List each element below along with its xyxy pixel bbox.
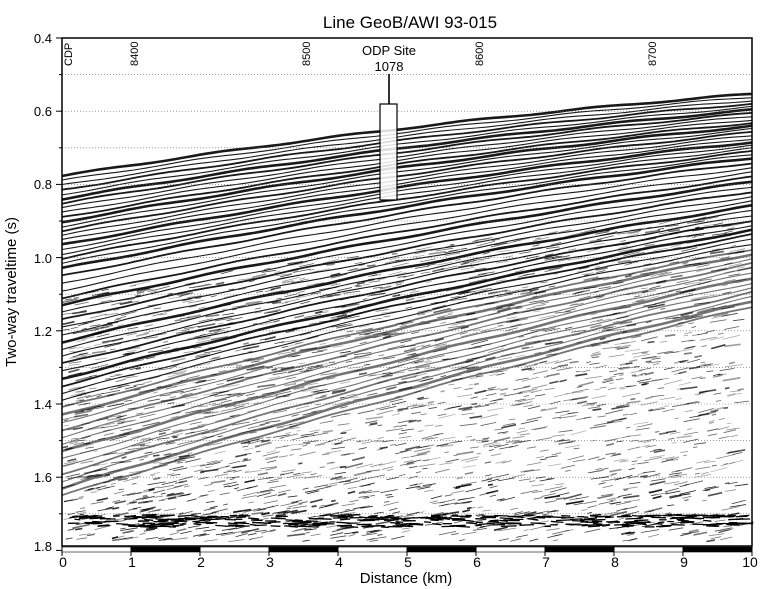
cdp-tick-label: 8500 <box>301 42 313 66</box>
x-tick-label: 6 <box>473 554 481 570</box>
y-tick-label: 1.6 <box>34 470 52 485</box>
y-axis: Two-way traveltime (s) 0.4 0.6 0.8 1.0 1… <box>3 31 62 554</box>
y-tick-label: 1.2 <box>34 324 52 339</box>
y-tick-label: 0.6 <box>34 104 52 119</box>
cdp-annotations: CDP 8400 8500 8600 8700 <box>63 42 659 66</box>
x-tick-label: 9 <box>680 554 688 570</box>
site-number-label: 1078 <box>375 59 404 74</box>
odp-site-marker: ODP Site 1078 <box>358 42 418 201</box>
seismic-section <box>61 38 754 546</box>
seismic-reflectors <box>61 92 753 497</box>
x-tick-label: 7 <box>542 554 550 570</box>
figure-title: Line GeoB/AWI 93-015 <box>323 13 497 32</box>
y-tick-label: 1.8 <box>34 539 52 554</box>
x-tick-label: 10 <box>742 554 758 570</box>
cdp-tick-label: 8600 <box>474 42 486 66</box>
cdp-label: CDP <box>63 43 75 66</box>
dotted-time-gridlines <box>62 74 752 515</box>
site-name-label: ODP Site <box>362 43 416 58</box>
y-axis-label: Two-way traveltime (s) <box>3 217 20 367</box>
distance-scale-bar <box>61 546 753 556</box>
y-tick-label: 0.8 <box>34 177 52 192</box>
x-tick-label: 5 <box>404 554 412 570</box>
site-location-box <box>379 103 398 201</box>
x-tick-label: 8 <box>611 554 619 570</box>
x-tick-label: 4 <box>335 554 343 570</box>
x-axis: 0 1 2 3 4 5 6 7 8 9 10 Distance (km) <box>59 546 758 587</box>
x-tick-label: 1 <box>128 554 136 570</box>
y-tick-label: 1.0 <box>34 251 52 266</box>
x-axis-label: Distance (km) <box>360 570 453 587</box>
site-label-background <box>358 42 418 74</box>
cdp-tick-label: 8400 <box>129 42 141 66</box>
cdp-tick-label: 8700 <box>647 42 659 66</box>
y-tick-label: 0.4 <box>34 31 52 46</box>
y-tick-marks <box>56 37 62 551</box>
x-tick-label: 3 <box>266 554 274 570</box>
y-tick-label: 1.4 <box>34 397 52 412</box>
x-tick-label: 2 <box>197 554 205 570</box>
x-tick-label: 0 <box>59 554 67 570</box>
